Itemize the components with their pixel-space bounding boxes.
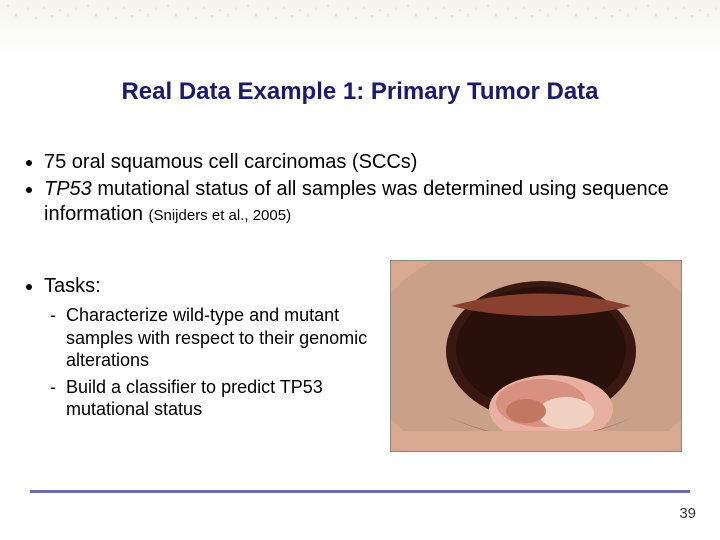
tasks-inner-list: Characterize wild-type and mutant sample… [44,304,388,421]
bullet-item: TP53 mutational status of all samples wa… [44,177,692,227]
clinical-photo [390,260,682,452]
task-item: Build a classifier to predict TP53 mutat… [66,376,388,421]
clinical-photo-svg [391,261,681,451]
citation: (Snijders et al., 2005) [149,207,292,224]
tasks-block: Tasks: Characterize wild-type and mutant… [28,275,388,425]
top-dot-decoration [0,0,720,60]
bullet-text: mutational status of all samples was det… [44,178,669,225]
page-number: 39 [679,505,696,522]
bullet-item: 75 oral squamous cell carcinomas (SCCs) [44,150,692,175]
slide-title: Real Data Example 1: Primary Tumor Data [0,78,720,106]
slide: Real Data Example 1: Primary Tumor Data … [0,0,720,540]
tasks-label: Tasks: [44,275,101,297]
top-bullet-list: 75 oral squamous cell carcinomas (SCCs) … [28,150,692,227]
tasks-outer-list: Tasks: Characterize wild-type and mutant… [28,275,388,421]
body-area: 75 oral squamous cell carcinomas (SCCs) … [28,150,692,229]
footer-divider [30,490,690,493]
tasks-label-item: Tasks: Characterize wild-type and mutant… [44,275,388,421]
bullet-text: 75 oral squamous cell carcinomas (SCCs) [44,151,417,173]
bullet-italic-prefix: TP53 [44,178,92,200]
task-text: Characterize wild-type and mutant sample… [66,305,367,370]
task-item: Characterize wild-type and mutant sample… [66,304,388,372]
task-text: Build a classifier to predict TP53 mutat… [66,377,323,420]
